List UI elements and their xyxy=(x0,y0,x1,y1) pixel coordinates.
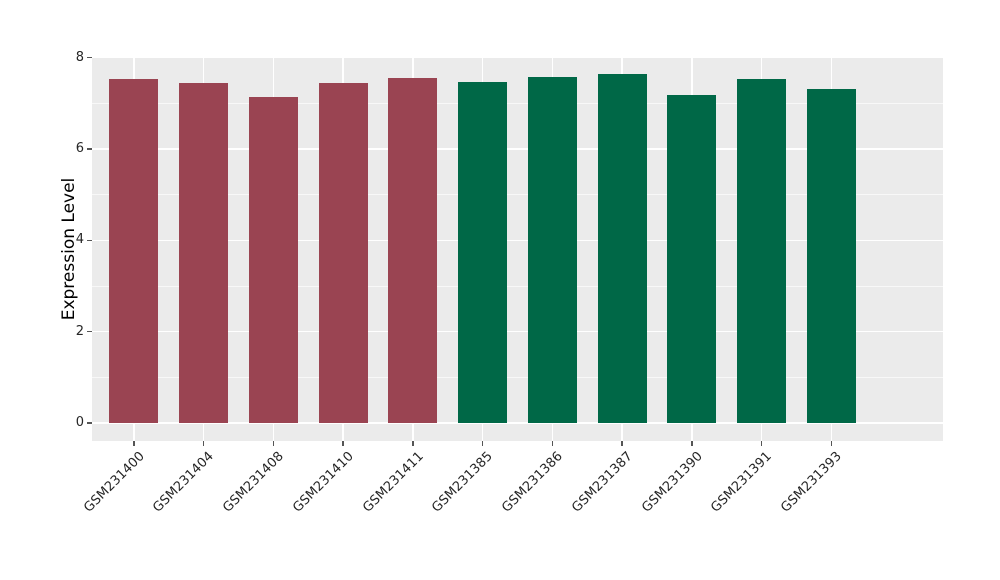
x-tick-mark xyxy=(551,441,554,446)
y-tick-mark xyxy=(87,330,92,333)
minor-gridline xyxy=(92,285,943,287)
major-gridline xyxy=(92,330,943,333)
y-tick-label: 6 xyxy=(75,140,84,156)
y-tick-label: 0 xyxy=(75,415,84,430)
bar-GSM231408 xyxy=(248,96,298,423)
x-tick-label-GSM231411: GSM231411 xyxy=(359,449,427,516)
y-tick-mark xyxy=(87,239,92,242)
bar-GSM231400 xyxy=(109,79,159,423)
minor-gridline xyxy=(92,194,943,196)
x-tick-label-GSM231387: GSM231387 xyxy=(569,449,636,516)
x-tick-mark xyxy=(691,441,693,446)
x-tick-label-GSM231404: GSM231404 xyxy=(150,449,218,516)
x-tick-mark xyxy=(272,441,275,446)
x-tick-label-GSM231410: GSM231410 xyxy=(290,449,357,516)
y-tick-label: 2 xyxy=(75,323,84,339)
x-tick-label-GSM231385: GSM231385 xyxy=(429,449,497,516)
bar-GSM231387 xyxy=(597,74,647,423)
x-tick-label-GSM231391: GSM231391 xyxy=(708,449,776,516)
x-tick-mark xyxy=(481,441,484,446)
x-tick-mark xyxy=(760,441,763,446)
major-gridline xyxy=(92,56,943,59)
y-tick-mark xyxy=(87,56,92,59)
x-tick-label-GSM231393: GSM231393 xyxy=(778,449,846,516)
y-tick-label: 8 xyxy=(75,49,84,65)
major-gridline xyxy=(92,422,943,424)
y-tick-label: 4 xyxy=(75,232,84,248)
x-tick-mark xyxy=(412,441,414,446)
bar-GSM231411 xyxy=(388,78,438,423)
x-tick-label-GSM231390: GSM231390 xyxy=(638,449,706,516)
bar-GSM231385 xyxy=(458,81,508,423)
plot-area xyxy=(92,56,943,441)
x-tick-mark xyxy=(342,441,344,446)
x-tick-mark xyxy=(621,441,623,446)
bar-GSM231404 xyxy=(179,82,228,423)
bar-GSM231386 xyxy=(527,76,577,423)
x-tick-mark xyxy=(830,441,833,446)
bar-GSM231410 xyxy=(318,83,368,423)
y-tick-mark xyxy=(87,148,92,150)
x-tick-label-GSM231386: GSM231386 xyxy=(499,449,566,516)
bar-GSM231391 xyxy=(737,79,787,423)
bar-GSM231390 xyxy=(667,94,717,423)
x-tick-label-GSM231400: GSM231400 xyxy=(80,449,148,516)
x-tick-label-GSM231408: GSM231408 xyxy=(220,449,287,516)
y-axis-title: Expression Level xyxy=(59,177,79,321)
minor-gridline xyxy=(92,376,943,378)
x-tick-mark xyxy=(202,441,205,446)
y-tick-mark xyxy=(87,422,92,424)
major-gridline xyxy=(92,148,943,150)
bar-GSM231393 xyxy=(806,89,856,423)
major-gridline xyxy=(92,239,943,242)
minor-gridline xyxy=(92,102,943,104)
x-tick-mark xyxy=(133,441,135,446)
